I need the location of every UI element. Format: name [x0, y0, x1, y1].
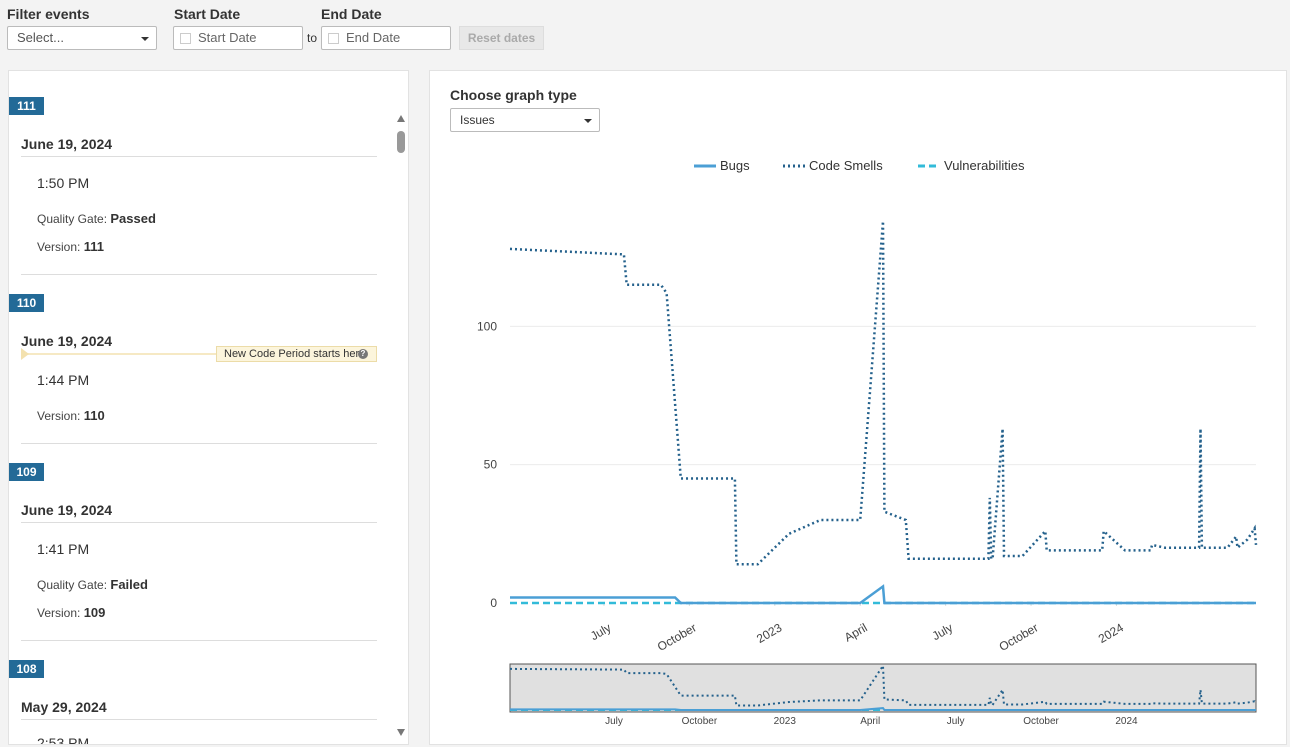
y-tick-label: 100 [477, 319, 497, 333]
end-label: End Date [321, 6, 382, 22]
scroll-thumb[interactable] [397, 131, 405, 153]
navigator-line [509, 662, 1257, 707]
legend-label: Code Smells [809, 158, 883, 173]
event-time: 1:41 PM [37, 541, 90, 557]
graph-type-select[interactable]: Issues [450, 108, 600, 132]
y-tick-label: 50 [484, 458, 498, 472]
qg-status: Passed [110, 211, 156, 226]
legend-label: Vulnerabilities [944, 158, 1025, 173]
version-label: Version: [37, 240, 81, 254]
placeholder: Start Date [198, 30, 257, 45]
new-code-text: New Code Period starts here [224, 348, 366, 360]
series-line [509, 221, 1258, 566]
x-tick-label: 2024 [1096, 620, 1126, 646]
series-line [510, 584, 1256, 605]
version-label: Version: [37, 409, 81, 423]
qg-status: Failed [110, 577, 148, 592]
version-badge: 110 [9, 294, 44, 312]
select-text: Select... [17, 30, 64, 45]
reset-button[interactable]: Reset dates [459, 26, 544, 50]
navigator-tick-label: October [1023, 716, 1059, 727]
x-tick-label: October [997, 620, 1041, 653]
navigator-tick-label: 2023 [774, 716, 797, 727]
event-date: May 29, 2024 [21, 699, 107, 715]
version-label: Version: [37, 606, 81, 620]
navigator-tick-label: 2024 [1115, 716, 1138, 727]
event-date: June 19, 2024 [21, 502, 113, 518]
navigator-line [510, 707, 1256, 711]
event-time: 2:53 PM [37, 735, 90, 745]
chart: Bugs Code Smells Vulnerabilities 0 50 100 July… [477, 158, 1258, 727]
y-tick-label: 0 [490, 596, 497, 610]
graph-type-label: Choose graph type [450, 87, 577, 103]
scroll-down[interactable] [397, 729, 405, 736]
end-date-input[interactable]: End Date [321, 26, 451, 50]
navigator-tick-label: July [605, 716, 623, 727]
version-badge: 111 [9, 97, 44, 115]
version: 110 [83, 408, 105, 423]
event-time: 1:50 PM [37, 175, 90, 191]
event-date: June 19, 2024 [21, 136, 113, 152]
events-panel: 111 June 19, 2024 1:50 PM Quality Gate: … [8, 70, 409, 745]
select-text: Issues [460, 113, 495, 127]
filter-label: Filter events [7, 6, 90, 22]
legend-label: Bugs [720, 158, 750, 173]
version-badge: 109 [9, 463, 44, 481]
qg-label: Quality Gate: [37, 212, 108, 226]
version-badge: 108 [9, 660, 44, 678]
navigator-tick-label: October [682, 716, 718, 727]
start-date-input[interactable]: Start Date [173, 26, 303, 50]
placeholder: End Date [346, 30, 401, 45]
x-tick-label: July [930, 620, 955, 643]
navigator-tick-label: April [860, 716, 880, 727]
x-tick-label: April [842, 620, 870, 644]
start-label: Start Date [174, 6, 241, 22]
event-date: June 19, 2024 [21, 333, 113, 349]
graph-panel: Choose graph type Issues Bugs Code Smells… [429, 70, 1287, 745]
scroll-up[interactable] [397, 115, 405, 122]
qg-label: Quality Gate: [37, 578, 108, 592]
x-tick-label: July [588, 620, 613, 643]
navigator-tick-label: July [947, 716, 965, 727]
event-time: 1:44 PM [37, 372, 90, 388]
new-code-label: New Code Period starts here? [216, 346, 377, 362]
x-tick-label: 2023 [754, 620, 784, 646]
x-tick-label: October [655, 620, 699, 653]
filter-select[interactable]: Select... [7, 26, 157, 50]
version: 111 [83, 239, 104, 254]
to-text: to [307, 31, 318, 45]
version: 109 [83, 605, 106, 620]
